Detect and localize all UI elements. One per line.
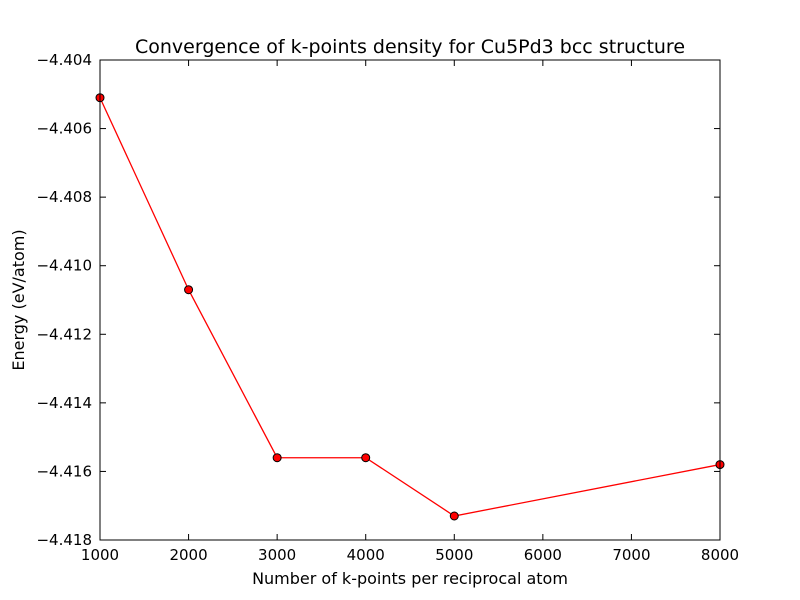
axes-frame (99, 59, 721, 541)
x-tick-label: 6000 (524, 546, 562, 564)
x-tick-label: 7000 (612, 546, 650, 564)
x-axis-label: Number of k-points per reciprocal atom (252, 569, 568, 588)
x-tick-label: 1000 (81, 546, 119, 564)
data-point (361, 453, 371, 463)
y-tick-label: −4.418 (36, 531, 92, 549)
x-tick-label: 4000 (347, 546, 385, 564)
data-point (272, 453, 282, 463)
x-tick-label: 5000 (435, 546, 473, 564)
y-tick-label: −4.410 (36, 257, 92, 275)
data-point (184, 285, 194, 295)
x-tick-label: 2000 (169, 546, 207, 564)
y-tick-label: −4.404 (36, 51, 92, 69)
series-line (99, 97, 721, 517)
x-tick-label: 3000 (258, 546, 296, 564)
y-tick-label: −4.412 (36, 325, 92, 343)
y-tick-label: −4.414 (36, 394, 92, 412)
chart-title: Convergence of k-points density for Cu5P… (135, 36, 685, 58)
y-axis-label: Energy (eV/atom) (9, 229, 28, 370)
y-tick-label: −4.416 (36, 462, 92, 480)
y-tick-label: −4.408 (36, 188, 92, 206)
x-tick-label: 8000 (701, 546, 739, 564)
y-tick-label: −4.406 (36, 120, 92, 138)
plot-area: 1000 2000 3000 4000 5000 6000 7000 8000 −4.418 −4… (36, 51, 739, 564)
data-point (449, 511, 459, 521)
